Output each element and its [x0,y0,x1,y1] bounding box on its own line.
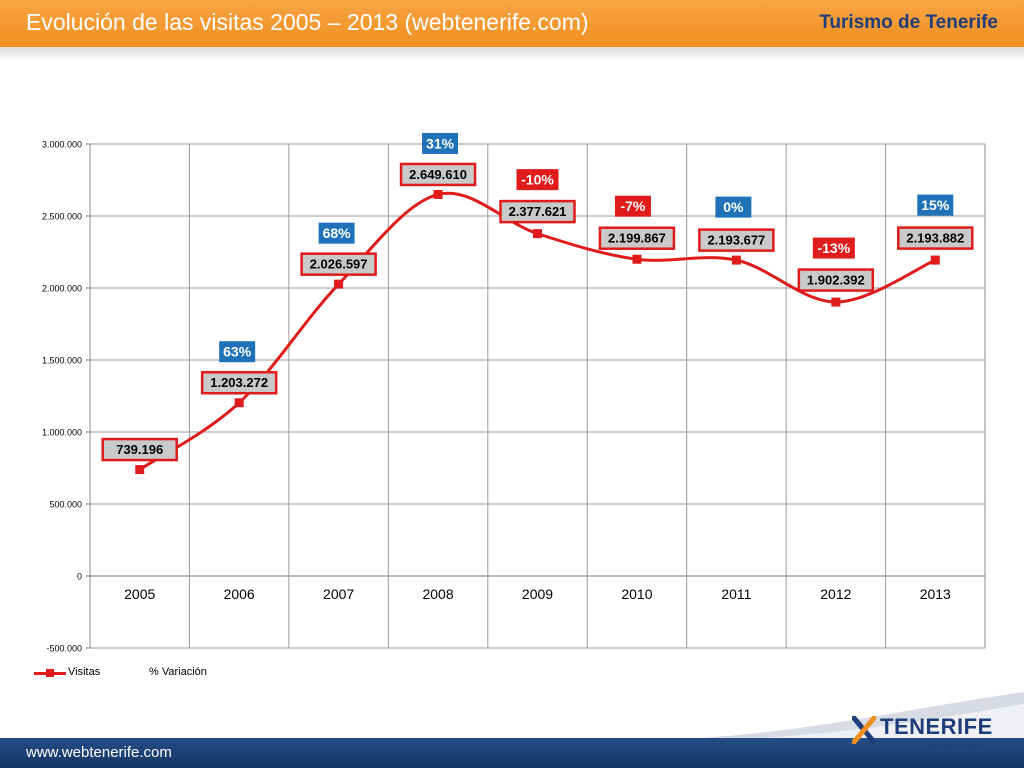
value-label: 739.196 [116,442,163,457]
x-logo-icon [852,716,877,744]
y-tick-label: -500.000 [46,644,82,654]
logo-tagline: disfruta de todo [928,740,984,749]
footer-swoosh [700,692,1024,738]
variation-label: -10% [521,172,554,188]
variation-badge [422,132,459,154]
value-label: 2.649.610 [409,167,467,182]
x-tick-label: 2008 [422,586,453,602]
x-tick-label: 2010 [621,586,652,602]
value-label: 2.193.677 [707,233,765,248]
x-tick-label: 2005 [124,586,155,602]
variation-badge [614,195,651,217]
visits-line-chart: -500.000 0 500.000 1.000.000 1.500.000 2.000.… [42,132,986,654]
header-shadow [0,47,1024,61]
slide-title: Evolución de las visitas 2005 – 2013 (we… [26,9,589,35]
variation-label: 63% [223,344,252,360]
x-tick-label: 2012 [820,586,851,602]
variation-badge [715,196,752,218]
value-label-box [101,437,178,462]
footer-url: www.webtenerife.com [26,744,172,761]
value-label-box [399,162,477,187]
brand-name: Turismo de Tenerife [819,12,998,33]
variation-label: -13% [817,240,850,256]
data-point-visitas [831,297,841,307]
data-point-visitas [234,398,244,408]
plot-area [89,143,986,649]
variation-badge [917,194,954,216]
value-label: 2.026.597 [310,257,368,272]
variation-badge [516,169,559,191]
value-label-box [897,226,974,250]
value-label-box [698,228,775,252]
series-line-visitas [138,191,936,471]
y-tick-label: 1.500.000 [42,356,82,366]
data-point-visitas [632,254,642,264]
value-label-box [797,268,875,292]
y-tick-label: 3.000.000 [42,140,82,150]
value-label-box [200,370,278,395]
variation-badge [219,341,256,363]
y-tick-label: 2.000.000 [42,284,82,294]
data-point-visitas [533,229,542,239]
value-label: 1.902.392 [807,273,865,288]
value-label: 2.377.621 [509,204,567,219]
data-point-visitas [433,189,443,199]
logo-text: TENERIFE [880,714,993,739]
x-tick-label: 2007 [323,586,354,602]
data-point-visitas [930,255,940,265]
value-label: 2.193.882 [906,231,964,246]
y-tick-label: 500.000 [49,500,82,510]
data-point-visitas [731,255,741,265]
y-tick-label: 0 [77,572,82,582]
data-point-visitas [135,465,145,475]
x-tick-label: 2009 [522,586,553,602]
value-label-box [300,252,377,276]
value-label-box [499,199,576,224]
x-tick-label: 2006 [224,586,255,602]
variation-label: 15% [921,197,950,213]
y-tick-label: 1.000.000 [42,428,82,438]
value-label: 2.199.867 [608,231,666,246]
variation-badge [318,222,355,244]
variation-label: 31% [426,135,455,151]
header-bar [0,0,1024,47]
value-label: 1.203.272 [210,375,268,390]
value-label-box [598,226,676,250]
legend-label-visitas: Visitas [68,666,101,678]
variation-badge [812,237,855,259]
legend-label-variacion: % Variación [149,666,207,678]
data-point-visitas [334,279,344,289]
variation-label: 0% [723,199,744,215]
variation-label: -7% [620,198,645,214]
x-tick-label: 2013 [920,586,951,602]
legend-marker-swatch [46,669,54,677]
y-tick-label: 2.500.000 [42,212,82,222]
tenerife-logo: TENERIFE disfruta de todo [852,714,1002,754]
chart-legend: Visitas % Variación [34,663,354,683]
x-tick-label: 2011 [721,586,751,602]
variation-label: 68% [323,225,352,241]
